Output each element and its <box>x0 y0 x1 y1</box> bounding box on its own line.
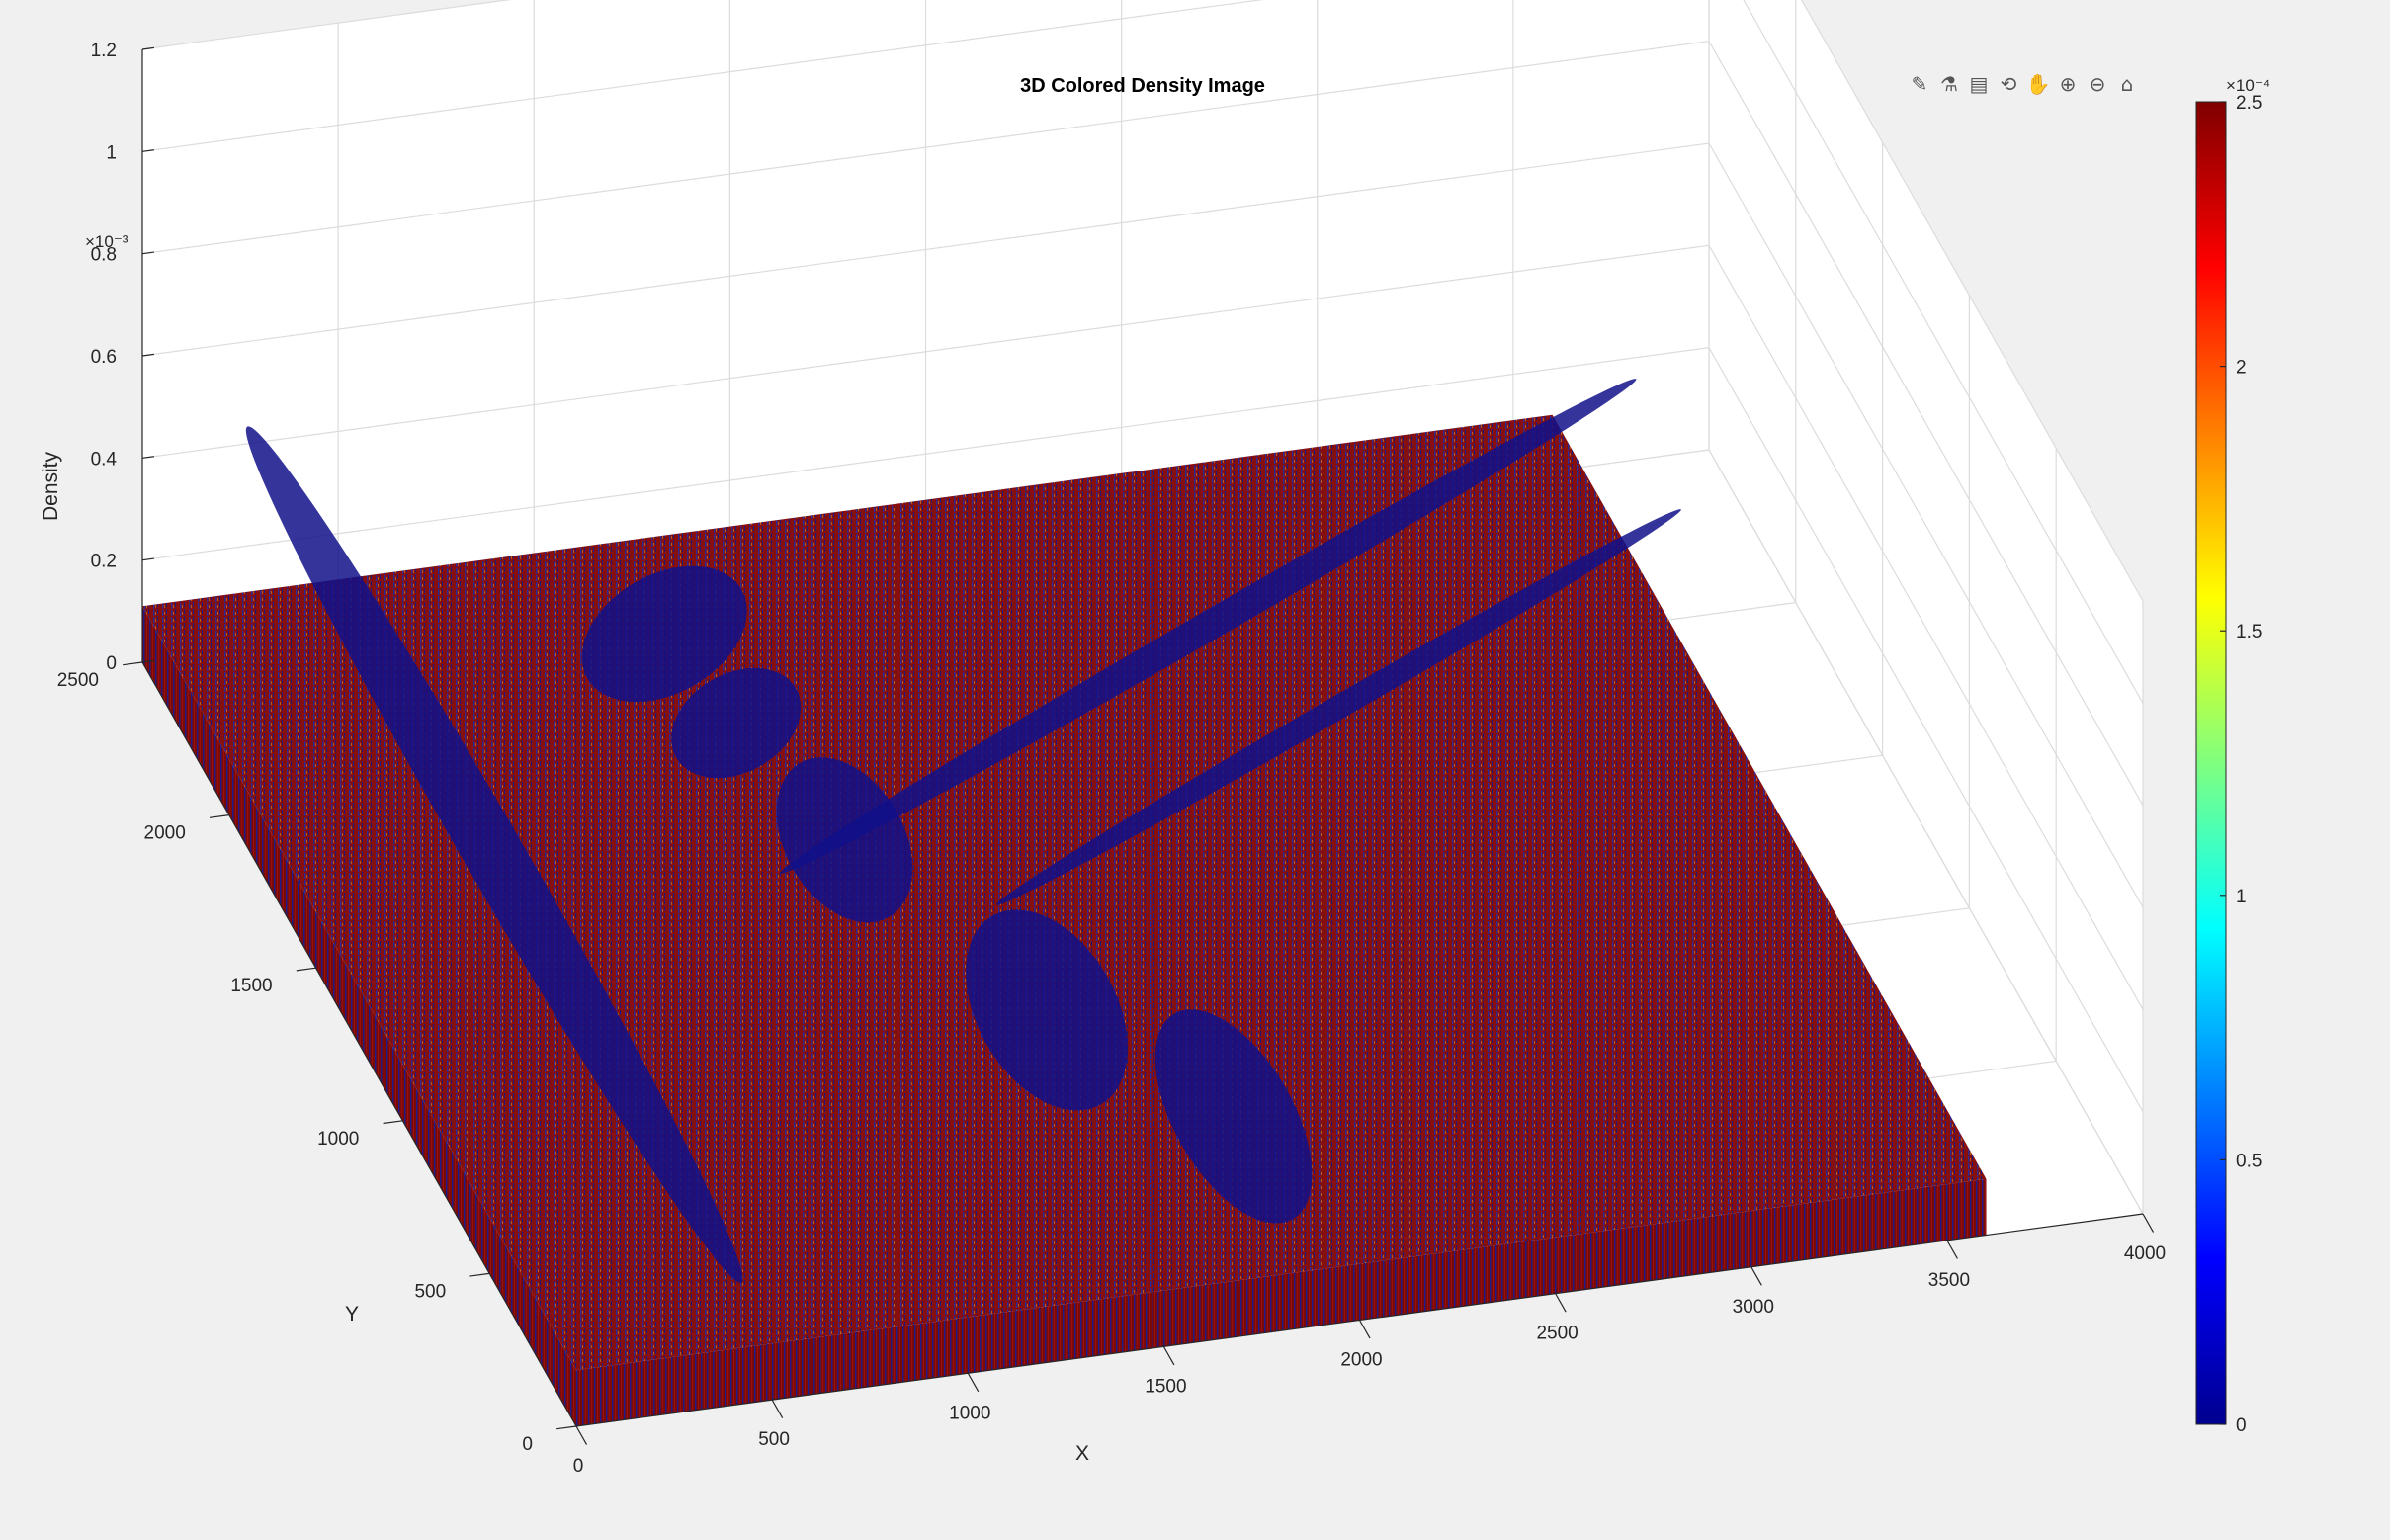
low-density-region <box>581 565 747 703</box>
y-tick-label: 1500 <box>230 976 272 996</box>
y-tick-label: 1000 <box>317 1129 359 1150</box>
colorbar-exponent: ×10⁻⁴ <box>2226 76 2270 95</box>
low-density-region <box>966 909 1128 1111</box>
zoom-in-icon[interactable]: ⊕ <box>2059 72 2077 96</box>
colorbar-tick-label: 1.5 <box>2236 622 2262 642</box>
x-tick-label: 0 <box>573 1456 584 1477</box>
y-tick-label: 500 <box>414 1281 446 1302</box>
y-tick-label: 2500 <box>57 670 99 691</box>
z-tick-label: 0 <box>106 653 117 674</box>
z-tick-label: 0.6 <box>91 347 117 368</box>
x-tick-label: 2500 <box>1536 1324 1578 1344</box>
colorbar-ticks: 0 0.5 1 1.5 2 2.5 <box>2220 93 2262 1436</box>
x-tick-label: 500 <box>758 1429 790 1450</box>
pan-icon[interactable]: ✋ <box>2025 72 2051 96</box>
low-density-region <box>671 667 802 779</box>
colorbar-tick-label: 2.5 <box>2236 93 2262 114</box>
x-tick-label: 2000 <box>1340 1350 1382 1371</box>
axes-toolbar: ✎ ⚗ ▤ ⟲ ✋ ⊕ ⊖ ⌂ <box>1906 69 2141 103</box>
rotate-3d-icon[interactable]: ⟲ <box>2000 72 2017 96</box>
legend-icon[interactable]: ▤ <box>1969 72 1989 96</box>
back-wall-x <box>1709 0 2143 1214</box>
low-density-region <box>995 509 1681 905</box>
y-tick-label: 0 <box>522 1434 533 1455</box>
x-axis-label: X <box>1075 1442 1089 1465</box>
z-tick-label: 1.2 <box>91 41 117 61</box>
tick-marks: 0 500 1000 1500 2000 2500 3000 3500 4000 0 500 1000… <box>57 41 2166 1477</box>
density-surface[interactable] <box>142 366 1987 1426</box>
chart-title: 3D Colored Density Image <box>1020 75 1265 97</box>
z-axis-exponent: ×10⁻³ <box>85 232 128 251</box>
x-tick-label: 1500 <box>1145 1376 1186 1397</box>
x-tick-label: 3000 <box>1733 1297 1774 1318</box>
colorbar[interactable] <box>2195 101 2227 1425</box>
colorbar-tick-label: 1 <box>2236 887 2247 907</box>
z-tick-label: 0.4 <box>91 449 118 470</box>
y-tick-label: 2000 <box>144 823 186 844</box>
brush-icon[interactable]: ✎ <box>1911 72 1928 96</box>
y-axis-line <box>141 661 577 1427</box>
x-tick-label: 4000 <box>2124 1243 2166 1264</box>
low-density-region <box>780 379 1637 874</box>
colorbar-tick-label: 0.5 <box>2236 1151 2262 1171</box>
home-icon[interactable]: ⌂ <box>2120 72 2134 96</box>
y-axis-label: Y <box>345 1303 359 1326</box>
datatip-icon[interactable]: ⚗ <box>1940 72 1958 96</box>
colorbar-tick-label: 0 <box>2236 1415 2247 1436</box>
z-tick-label: 0.2 <box>91 552 117 572</box>
z-axis-label: Density <box>40 451 62 521</box>
x-tick-label: 1000 <box>949 1403 990 1423</box>
colorbar-tick-label: 2 <box>2236 358 2247 379</box>
z-tick-label: 0.8 <box>91 245 117 266</box>
low-density-region <box>1154 1009 1313 1224</box>
surface-side-x0 <box>142 606 576 1426</box>
surface-side-y0 <box>576 1178 1987 1426</box>
zoom-out-icon[interactable]: ⊖ <box>2089 72 2106 96</box>
x-tick-label: 3500 <box>1928 1270 1970 1291</box>
z-tick-label: 1 <box>106 142 117 163</box>
low-density-region <box>245 426 743 1283</box>
